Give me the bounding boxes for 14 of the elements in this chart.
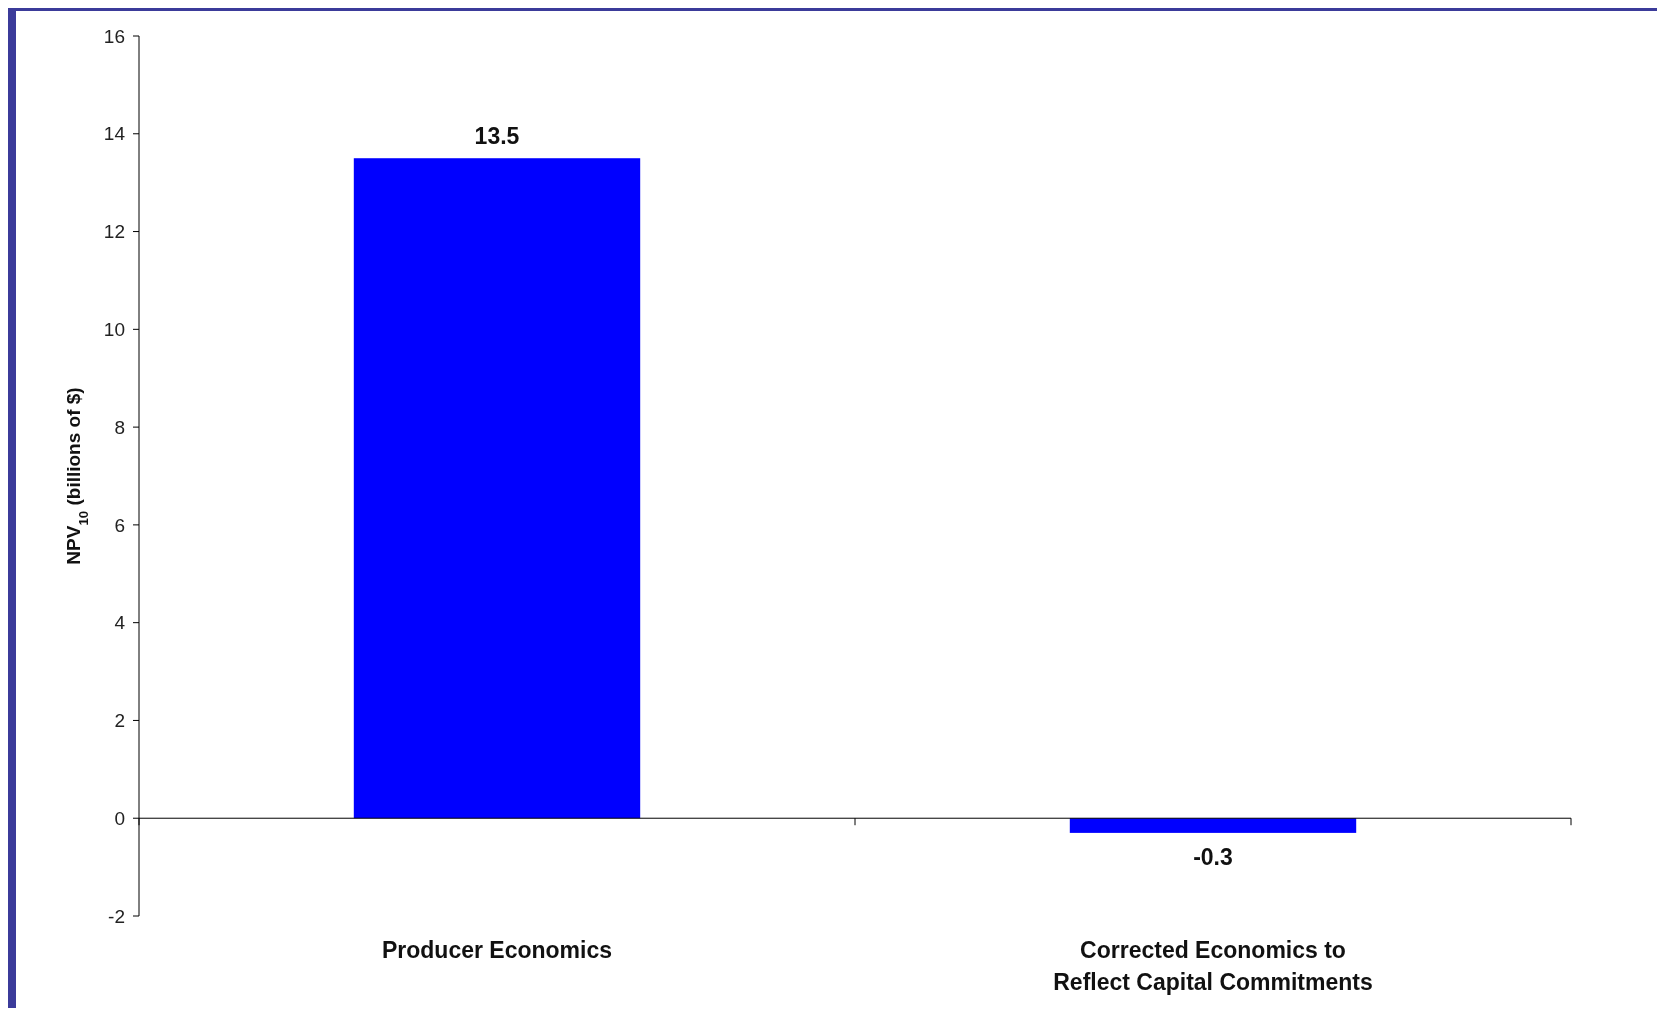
y-tick-label: 6 (114, 514, 125, 536)
y-tick-label: 16 (103, 25, 125, 47)
x-tick-label: Corrected Economics to Reflect Capital Commitments (1053, 937, 1373, 995)
y-tick-label: 0 (114, 807, 125, 829)
data-label: 13.5 (474, 123, 520, 150)
y-tick-label: 4 (114, 612, 126, 634)
data-label: -0.3 (1193, 843, 1233, 870)
y-tick-label: 8 (114, 416, 125, 438)
y-tick-label: -2 (108, 905, 125, 927)
y-tick-label: 10 (103, 318, 125, 340)
y-tick-label: 14 (103, 123, 126, 145)
y-tick-label: 12 (103, 221, 125, 243)
y-tick-label: 2 (114, 710, 125, 732)
x-tick-label: Producer Economics (381, 937, 613, 963)
